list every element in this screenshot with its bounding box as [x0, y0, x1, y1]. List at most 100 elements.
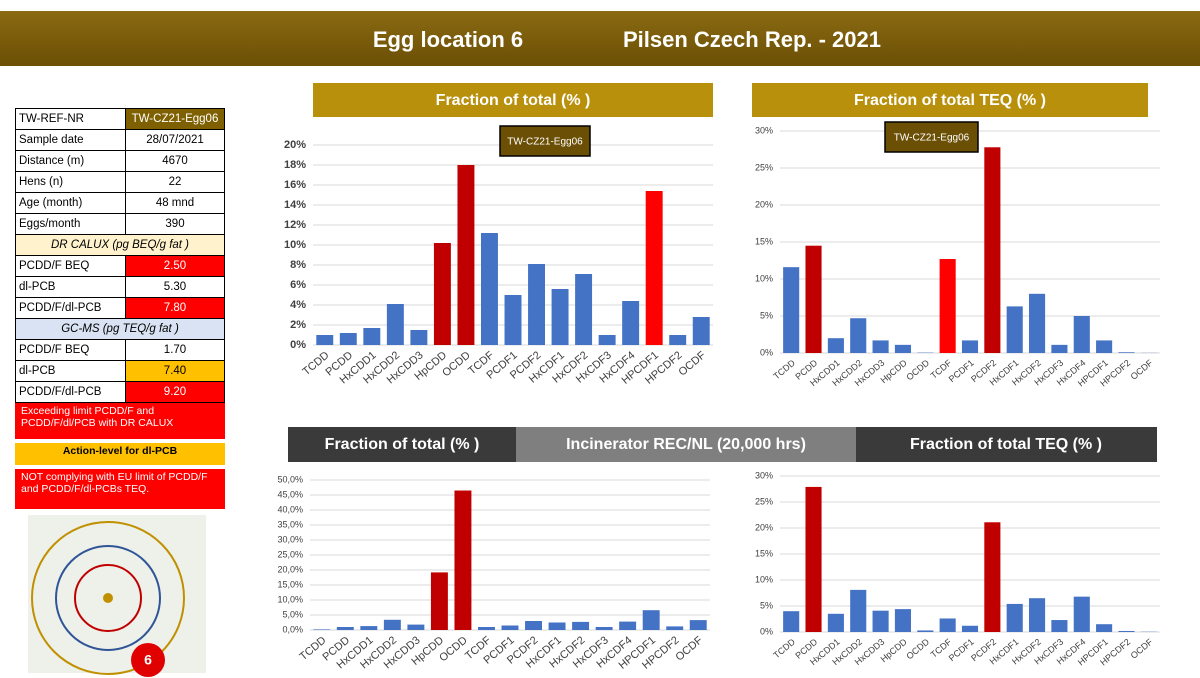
- table-cell: 2.50: [126, 256, 225, 277]
- table-row: GC-MS (pg TEQ/g fat ): [16, 319, 225, 340]
- table-cell: 7.40: [126, 361, 225, 382]
- table-row: PCDD/F/dl-PCB9.20: [16, 382, 225, 403]
- header-subtitle: Pilsen Czech Rep. - 2021: [623, 27, 881, 52]
- bar: [1118, 352, 1134, 353]
- bar: [850, 318, 866, 353]
- y-tick-label: 30%: [755, 470, 773, 480]
- y-tick-label: 15%: [755, 236, 773, 246]
- bar: [962, 340, 978, 353]
- bar: [666, 626, 683, 630]
- map-center: [103, 593, 113, 603]
- note: NOT complying with EU limit of PCDD/F an…: [15, 469, 225, 509]
- bar: [575, 274, 592, 345]
- bar: [850, 590, 866, 632]
- y-tick-label: 10%: [755, 574, 773, 584]
- x-tick-label: OCDD: [904, 636, 931, 661]
- bar: [1096, 340, 1112, 353]
- bar: [363, 328, 380, 345]
- bar: [572, 622, 589, 630]
- table-cell: GC-MS (pg TEQ/g fat ): [16, 319, 225, 340]
- bar: [410, 330, 427, 345]
- legend-label: TW-CZ21-Egg06: [507, 137, 583, 148]
- y-tick-label: 0%: [760, 626, 773, 636]
- bar: [1074, 316, 1090, 353]
- bar: [1074, 597, 1090, 632]
- table-row: Distance (m)4670: [16, 151, 225, 172]
- bar: [313, 629, 330, 630]
- y-tick-label: 5%: [760, 600, 773, 610]
- bar: [337, 627, 354, 630]
- table-cell: 28/07/2021: [126, 130, 225, 151]
- y-tick-label: 16%: [284, 179, 306, 191]
- header-bar: [0, 11, 1200, 66]
- bar: [552, 289, 569, 345]
- bar: [984, 522, 1000, 632]
- table-cell: 22: [126, 172, 225, 193]
- bar: [505, 295, 522, 345]
- y-tick-label: 10%: [755, 273, 773, 283]
- bar: [454, 491, 471, 631]
- y-tick-label: 6%: [290, 279, 306, 291]
- y-tick-label: 45,0%: [277, 489, 303, 499]
- info-table: TW-REF-NRTW-CZ21-Egg06Sample date28/07/2…: [15, 108, 225, 403]
- bar: [596, 627, 613, 630]
- bar: [340, 333, 357, 345]
- y-tick-label: 30,0%: [277, 534, 303, 544]
- y-tick-label: 14%: [284, 199, 306, 211]
- y-tick-label: 5,0%: [282, 609, 303, 619]
- y-tick-label: 5%: [760, 310, 773, 320]
- y-tick-label: 18%: [284, 159, 306, 171]
- bar: [693, 317, 710, 345]
- y-tick-label: 15%: [755, 548, 773, 558]
- bar: [619, 622, 636, 630]
- bar: [599, 335, 616, 345]
- bar: [643, 610, 660, 630]
- table-cell: 9.20: [126, 382, 225, 403]
- y-tick-label: 40,0%: [277, 504, 303, 514]
- bar: [431, 572, 448, 630]
- table-cell: PCDD/F/dl-PCB: [16, 298, 126, 319]
- bar: [1051, 620, 1067, 632]
- note: Action-level for dl-PCB: [15, 443, 225, 465]
- bar: [528, 264, 545, 345]
- y-tick-label: 0%: [290, 339, 306, 351]
- table-cell: PCDD/F BEQ: [16, 340, 126, 361]
- bar: [690, 620, 707, 630]
- table-cell: Age (month): [16, 193, 126, 214]
- y-tick-label: 0,0%: [282, 624, 303, 634]
- bar: [783, 611, 799, 632]
- bar: [805, 487, 821, 632]
- table-cell: dl-PCB: [16, 361, 126, 382]
- bar: [962, 626, 978, 632]
- y-tick-label: 25%: [755, 496, 773, 506]
- table-cell: DR CALUX (pg BEQ/g fat ): [16, 235, 225, 256]
- header-title: Egg location 6: [373, 27, 523, 52]
- y-tick-label: 10,0%: [277, 594, 303, 604]
- bar: [940, 618, 956, 632]
- bar: [384, 620, 401, 630]
- bar: [478, 627, 495, 630]
- table-cell: 4670: [126, 151, 225, 172]
- bar: [669, 335, 686, 345]
- table-row: TW-REF-NRTW-CZ21-Egg06: [16, 109, 225, 130]
- bar: [407, 625, 424, 630]
- bar: [1029, 294, 1045, 353]
- legend-label: TW-CZ21-Egg06: [894, 133, 970, 144]
- y-tick-label: 25%: [755, 162, 773, 172]
- bar: [387, 304, 404, 345]
- y-tick-label: 20%: [284, 139, 306, 151]
- bar: [895, 609, 911, 632]
- chart-title: Fraction of total (% ): [436, 92, 591, 109]
- bar: [1096, 624, 1112, 632]
- table-cell: TW-REF-NR: [16, 109, 126, 130]
- bar: [316, 335, 333, 345]
- table-cell: 7.80: [126, 298, 225, 319]
- table-cell: 1.70: [126, 340, 225, 361]
- note: Exceeding limit PCDD/F and PCDD/F/dl/PCB…: [15, 403, 225, 439]
- bar: [481, 233, 498, 345]
- banner-text: Fraction of total TEQ (% ): [910, 436, 1102, 453]
- table-cell: Sample date: [16, 130, 126, 151]
- bar: [984, 147, 1000, 353]
- page: Egg location 6 Pilsen Czech Rep. - 2021 …: [0, 0, 1200, 678]
